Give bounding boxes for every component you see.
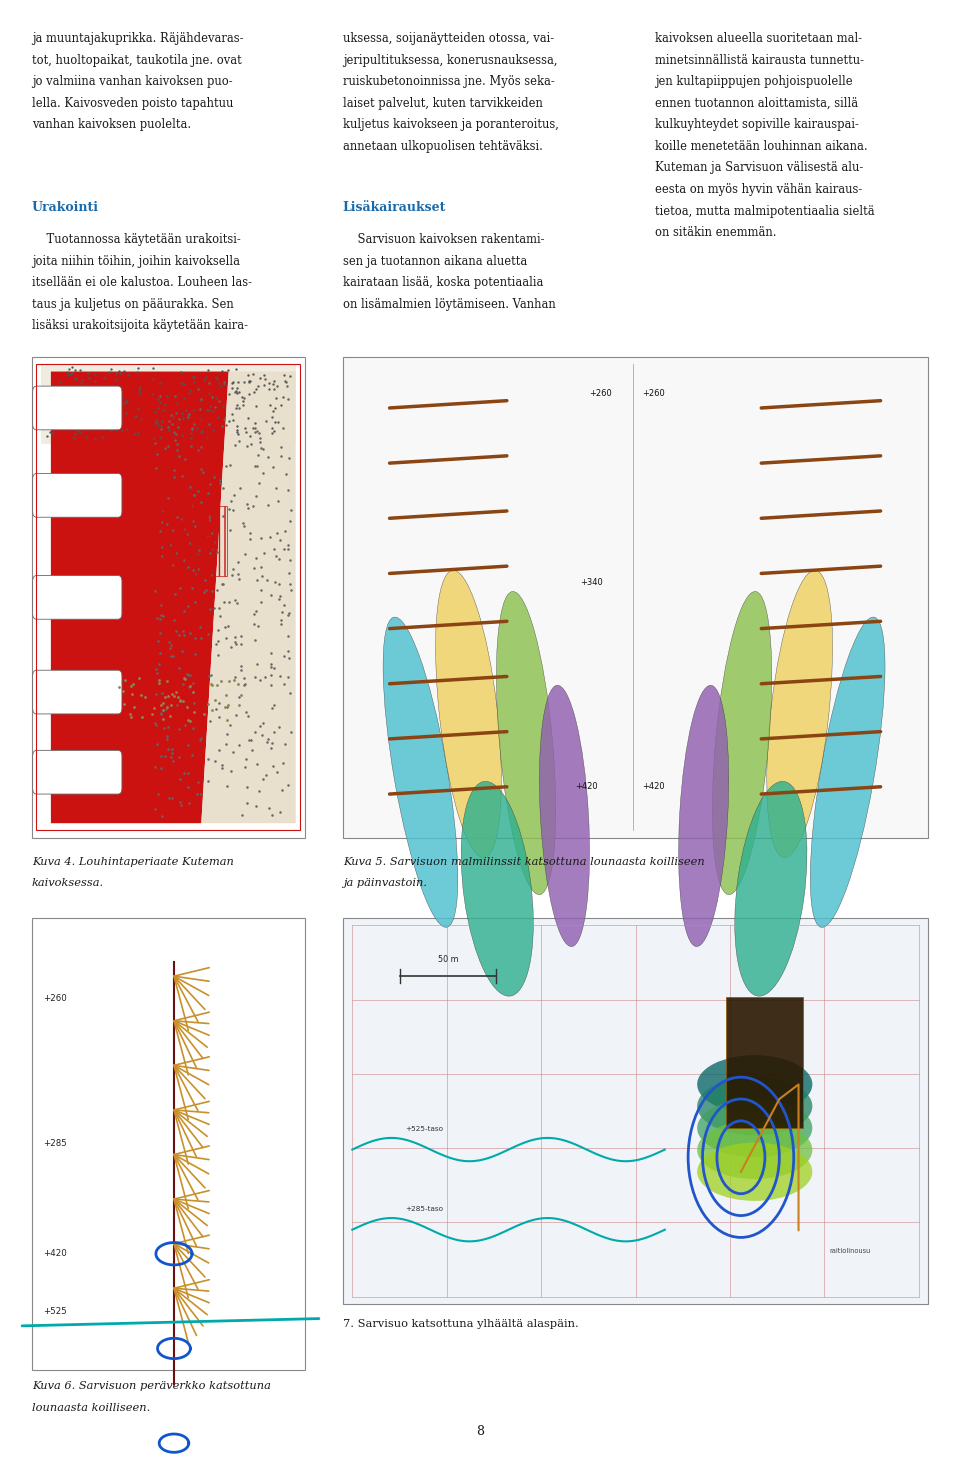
- FancyBboxPatch shape: [33, 474, 122, 517]
- Text: jeripultituksessa, konerusnauksessa,: jeripultituksessa, konerusnauksessa,: [343, 54, 557, 67]
- Text: +340: +340: [580, 578, 603, 587]
- Text: kaivoksessa.: kaivoksessa.: [32, 879, 104, 889]
- Text: +256: +256: [42, 593, 64, 602]
- Text: Lisäkairaukset: Lisäkairaukset: [343, 201, 446, 214]
- Text: itsellään ei ole kalustoa. Louheen las-: itsellään ei ole kalustoa. Louheen las-: [32, 277, 252, 290]
- Text: Kuva 6. Sarvisuon peräverkko katsottuna: Kuva 6. Sarvisuon peräverkko katsottuna: [32, 1381, 271, 1391]
- Text: Kuva 4. Louhintaperiaate Kuteman: Kuva 4. Louhintaperiaate Kuteman: [32, 857, 233, 867]
- Text: annetaan ulkopuolisen tehtäväksi.: annetaan ulkopuolisen tehtäväksi.: [343, 140, 542, 153]
- Text: Tuotannossa käytetään urakoitsi-: Tuotannossa käytetään urakoitsi-: [32, 233, 240, 246]
- Text: jen kultapiippujen pohjoispuolelle: jen kultapiippujen pohjoispuolelle: [655, 76, 852, 89]
- Text: kaivoksen alueella suoritetaan mal-: kaivoksen alueella suoritetaan mal-: [655, 32, 862, 45]
- Text: +260: +260: [589, 389, 612, 398]
- Bar: [41, 364, 296, 444]
- Ellipse shape: [697, 1099, 812, 1157]
- Text: joita niihin töihin, joihin kaivoksella: joita niihin töihin, joihin kaivoksella: [32, 255, 240, 268]
- Text: on sitäkin enemmän.: on sitäkin enemmän.: [655, 226, 777, 239]
- Ellipse shape: [767, 570, 832, 858]
- Text: +220: +220: [42, 404, 64, 412]
- Text: tietoa, mutta malmipotentiaalia sieltä: tietoa, mutta malmipotentiaalia sieltä: [655, 204, 875, 217]
- Ellipse shape: [712, 592, 772, 895]
- Ellipse shape: [496, 592, 556, 895]
- FancyBboxPatch shape: [33, 576, 122, 619]
- Text: Sarvisuon kaivoksen rakentami-: Sarvisuon kaivoksen rakentami-: [343, 233, 544, 246]
- Ellipse shape: [697, 1142, 812, 1201]
- Text: 7. Sarvisuo katsottuna ylhäältä alaspäin.: 7. Sarvisuo katsottuna ylhäältä alaspäin…: [343, 1319, 579, 1329]
- Ellipse shape: [540, 685, 589, 947]
- Text: Urakointi: Urakointi: [32, 201, 99, 214]
- Text: +525: +525: [43, 1307, 67, 1316]
- Bar: [36, 364, 300, 830]
- Bar: [32, 357, 305, 838]
- Bar: [343, 357, 928, 838]
- Text: kuljetus kaivokseen ja poranteroitus,: kuljetus kaivokseen ja poranteroitus,: [343, 118, 559, 131]
- Text: ja muuntajakuprikka. Räjähdevaras-: ja muuntajakuprikka. Räjähdevaras-: [32, 32, 243, 45]
- FancyBboxPatch shape: [726, 997, 803, 1128]
- Text: taus ja kuljetus on pääurakka. Sen: taus ja kuljetus on pääurakka. Sen: [32, 297, 233, 310]
- FancyBboxPatch shape: [33, 386, 122, 430]
- Bar: [32, 918, 305, 1370]
- Text: Kuva 5. Sarvisuon malmilinssit katsottuna lounaasta koilliseen: Kuva 5. Sarvisuon malmilinssit katsottun…: [343, 857, 705, 867]
- Ellipse shape: [697, 1055, 812, 1113]
- Text: ruiskubetonoinnissa jne. Myös seka-: ruiskubetonoinnissa jne. Myös seka-: [343, 76, 555, 89]
- Text: ennen tuotannon aloittamista, sillä: ennen tuotannon aloittamista, sillä: [655, 96, 858, 109]
- Text: Kuteman ja Sarvisuon välisestä alu-: Kuteman ja Sarvisuon välisestä alu-: [655, 162, 863, 175]
- Ellipse shape: [697, 1077, 812, 1135]
- Ellipse shape: [461, 781, 534, 997]
- Text: sen ja tuotannon aikana aluetta: sen ja tuotannon aikana aluetta: [343, 255, 527, 268]
- Ellipse shape: [679, 685, 729, 947]
- Text: +285-taso: +285-taso: [405, 1206, 444, 1212]
- Polygon shape: [202, 372, 296, 823]
- Text: uksessa, soijanäytteiden otossa, vai-: uksessa, soijanäytteiden otossa, vai-: [343, 32, 554, 45]
- Ellipse shape: [734, 781, 807, 997]
- Ellipse shape: [697, 1120, 812, 1179]
- Text: +296: +296: [42, 768, 64, 777]
- FancyBboxPatch shape: [33, 670, 122, 714]
- Text: tot, huoltopaikat, taukotila jne. ovat: tot, huoltopaikat, taukotila jne. ovat: [32, 54, 241, 67]
- Text: kairataan lisää, koska potentiaalia: kairataan lisää, koska potentiaalia: [343, 277, 543, 290]
- FancyBboxPatch shape: [33, 750, 122, 794]
- Ellipse shape: [436, 570, 501, 858]
- Ellipse shape: [383, 618, 458, 927]
- Text: minetsinnällistä kairausta tunnettu-: minetsinnällistä kairausta tunnettu-: [655, 54, 864, 67]
- Polygon shape: [51, 372, 228, 823]
- Text: +260: +260: [642, 389, 665, 398]
- Text: eesta on myös hyvin vähän kairaus-: eesta on myös hyvin vähän kairaus-: [655, 184, 862, 197]
- Text: 8: 8: [476, 1425, 484, 1438]
- Bar: [343, 918, 928, 1304]
- Text: laiset palvelut, kuten tarvikkeiden: laiset palvelut, kuten tarvikkeiden: [343, 96, 542, 109]
- Text: lella. Kaivosveden poisto tapahtuu: lella. Kaivosveden poisto tapahtuu: [32, 96, 233, 109]
- Text: +235: +235: [42, 491, 64, 500]
- Text: jo valmiina vanhan kaivoksen puo-: jo valmiina vanhan kaivoksen puo-: [32, 76, 232, 89]
- Text: +285: +285: [43, 1139, 67, 1148]
- Text: koille menetetään louhinnan aikana.: koille menetetään louhinnan aikana.: [655, 140, 867, 153]
- Text: on lisämalmien löytämiseen. Vanhan: on lisämalmien löytämiseen. Vanhan: [343, 297, 556, 310]
- Text: lounaasta koilliseen.: lounaasta koilliseen.: [32, 1403, 150, 1413]
- Ellipse shape: [810, 618, 885, 927]
- Text: lisäksi urakoitsijoita käytetään kaira-: lisäksi urakoitsijoita käytetään kaira-: [32, 319, 248, 332]
- Text: raitiolinousu: raitiolinousu: [829, 1249, 871, 1254]
- Text: kulkuyhteydet sopiville kairauspai-: kulkuyhteydet sopiville kairauspai-: [655, 118, 858, 131]
- Text: vanhan kaivoksen puolelta.: vanhan kaivoksen puolelta.: [32, 118, 191, 131]
- Text: +260: +260: [43, 994, 67, 1002]
- Text: +420: +420: [43, 1249, 67, 1257]
- Text: +420: +420: [575, 782, 598, 791]
- Text: 50 m: 50 m: [438, 954, 459, 963]
- Text: +276: +276: [42, 688, 64, 696]
- Text: ja päinvastoin.: ja päinvastoin.: [343, 879, 426, 889]
- Text: +525-taso: +525-taso: [405, 1126, 444, 1132]
- Bar: [123, 506, 227, 576]
- Text: +420: +420: [642, 782, 665, 791]
